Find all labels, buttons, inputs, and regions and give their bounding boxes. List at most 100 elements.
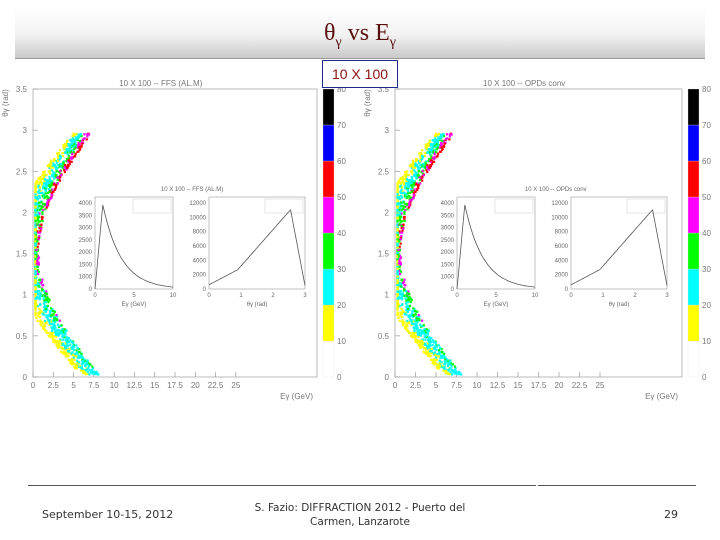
heatmap-cell [418, 178, 422, 182]
heatmap-cell [60, 324, 63, 327]
heatmap-cell [412, 159, 415, 162]
heatmap-cell [398, 305, 401, 308]
heatmap-cell [35, 202, 39, 205]
heatmap-cell [63, 146, 66, 149]
heatmap-cell [34, 267, 37, 270]
heatmap-cell [66, 153, 69, 156]
heatmap-cell [68, 148, 71, 152]
heatmap-cell [49, 159, 53, 162]
inset-angle-x-tick: 1 [601, 293, 605, 299]
heatmap-cell [47, 187, 51, 191]
heatmap-cell [404, 326, 407, 330]
heatmap-cell [43, 325, 47, 328]
heatmap-cell [86, 367, 90, 370]
heatmap-cell [34, 297, 37, 300]
heatmap-cell [433, 360, 436, 364]
heatmap-cell [68, 340, 71, 344]
heatmap-cell [41, 212, 44, 215]
heatmap-cell [420, 319, 424, 322]
heatmap-cell [438, 137, 442, 140]
heatmap-cell [54, 184, 57, 187]
heatmap-cell [427, 168, 430, 171]
heatmap-cell [422, 324, 425, 327]
heatmap-cell [400, 234, 403, 238]
heatmap-cell [448, 363, 451, 366]
heatmap-cell [55, 335, 58, 339]
heatmap-cell [432, 362, 435, 365]
heatmap-cell [44, 301, 47, 304]
heatmap-cell [65, 144, 68, 147]
heatmap-cell [396, 200, 399, 203]
heatmap-cell [407, 206, 410, 209]
heatmap-cell [396, 208, 399, 212]
heatmap-cell [70, 362, 73, 365]
heatmap-cell [34, 271, 37, 274]
inset-angle-stat-box [264, 198, 304, 214]
heatmap-cell [78, 143, 81, 146]
heatmap-cell [415, 175, 418, 178]
heatmap-cell [429, 358, 433, 361]
heatmap-cell [414, 163, 418, 167]
heatmap-cell [38, 224, 42, 227]
heatmap-cell [81, 358, 84, 361]
heatmap-cell [35, 303, 38, 306]
heatmap-cell [80, 367, 84, 371]
heatmap-cell [34, 201, 37, 204]
heatmap-cell [57, 158, 60, 161]
heatmap-cell [446, 364, 449, 368]
heatmap-cell [86, 371, 90, 374]
heatmap-cell [86, 135, 89, 138]
heatmap-cell [73, 365, 76, 369]
heatmap-cell [430, 336, 433, 340]
heatmap-cell [70, 160, 73, 163]
heatmap-cell [34, 238, 37, 241]
heatmap-cell [457, 373, 460, 376]
heatmap-cell [50, 310, 53, 313]
heatmap-cell [405, 313, 408, 316]
x-tick-label: 15 [150, 381, 159, 390]
heatmap-cell [400, 188, 403, 191]
heatmap-cell [415, 317, 418, 320]
heatmap-cell [56, 178, 59, 182]
heatmap-cell [57, 177, 60, 180]
heatmap-cell [49, 169, 52, 172]
heatmap-cell [436, 140, 439, 143]
heatmap-cell [430, 347, 434, 351]
heatmap-cell [440, 351, 443, 354]
heatmap-cell [62, 331, 66, 334]
heatmap-cell [416, 329, 419, 332]
heatmap-cell [423, 327, 426, 331]
heatmap-cell [41, 283, 44, 286]
heatmap-cell [38, 303, 41, 306]
heatmap-cell [416, 326, 419, 330]
x-tick-label: 15 [514, 381, 523, 390]
inset-energy-y-tick: 0 [451, 287, 455, 293]
heatmap-cell [399, 221, 402, 224]
heatmap-cell [54, 331, 57, 335]
heatmap-cell [53, 310, 57, 313]
color-scale-segment [687, 160, 700, 198]
heatmap-cell [412, 179, 415, 183]
heatmap-cell [44, 192, 47, 195]
heatmap-cell [44, 189, 47, 192]
heatmap-cell [51, 335, 54, 338]
heatmap-cell [77, 136, 80, 139]
heatmap-cell [443, 363, 447, 366]
heatmap-cell [414, 171, 417, 174]
heatmap-cell [34, 195, 37, 198]
heatmap-cell [428, 139, 431, 142]
heatmap-cell [81, 142, 84, 145]
heatmap-cell [396, 223, 399, 226]
heatmap-cell [58, 154, 62, 158]
heatmap-cell [410, 187, 413, 191]
heatmap-cell [406, 189, 409, 192]
heatmap-cell [422, 350, 425, 353]
heatmap-cell [425, 160, 428, 163]
heatmap-cell [410, 170, 413, 173]
heatmap-cell [76, 351, 80, 354]
heatmap-cell [435, 356, 438, 359]
heatmap-cell [52, 171, 55, 174]
heatmap-cell [74, 363, 77, 366]
heatmap-cell [414, 162, 417, 165]
heatmap-cell [435, 348, 438, 352]
